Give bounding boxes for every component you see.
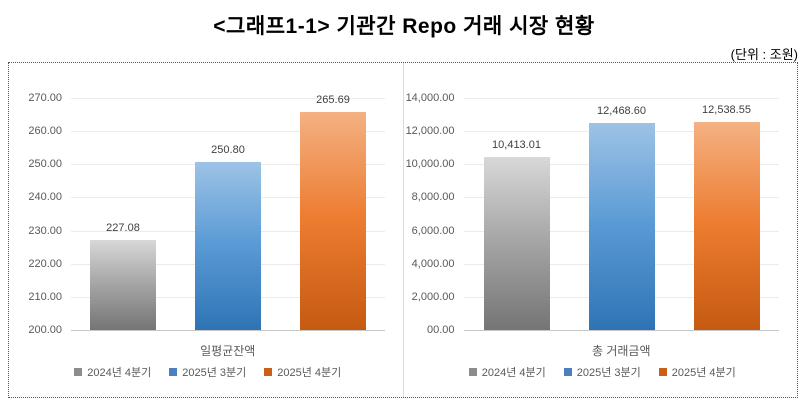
plot-area: 270.00 260.00 250.00 240.00 230.00 220.00 210.… — [28, 92, 385, 336]
legend-label: 2025년 3분기 — [576, 367, 641, 379]
legend-item: 2025년 4분기 — [264, 364, 341, 380]
legend-marker-icon — [264, 368, 273, 376]
bar-value-label: 265.69 — [316, 94, 350, 107]
x-category-label: 일평균잔액 — [200, 344, 256, 358]
legend-marker-icon — [74, 368, 83, 376]
chart-panel-total-transaction-amount: 14,000.00 12,000.00 10,000.00 8,000.00 6,000… — [402, 63, 798, 397]
bar-value-label: 227.08 — [106, 222, 140, 235]
legend-marker-icon — [658, 368, 667, 376]
bar — [483, 157, 550, 330]
x-axis-line — [463, 330, 779, 331]
unit-label: (단위 : 조원) — [730, 47, 798, 62]
bar-value-label: 12,538.55 — [702, 104, 751, 117]
legend-marker-icon — [468, 368, 477, 376]
y-axis-tick-label: 250.00 — [28, 158, 62, 171]
y-axis-tick-label: 4,000.00 — [411, 257, 455, 270]
y-axis-tick-label: 2,000.00 — [411, 290, 455, 303]
figure-title: <그래프1-1> 기관간 Repo 거래 시장 현황 — [213, 15, 595, 38]
y-axis-tick-label: 220.00 — [28, 257, 62, 270]
bar — [90, 240, 156, 330]
legend: 2024년 4분기 2025년 3분기 2025년 4분기 — [29, 364, 387, 380]
bar-value-label: 10,413.01 — [492, 139, 541, 152]
legend-label: 2024년 4분기 — [481, 367, 546, 379]
y-axis-tick-label: 00.00 — [426, 324, 455, 336]
y-axis-tick-label: 10,000.00 — [405, 158, 455, 171]
legend-item: 2024년 4분기 — [468, 364, 546, 380]
bar — [588, 123, 655, 330]
plot-area: 14,000.00 12,000.00 10,000.00 8,000.00 6,000… — [406, 92, 779, 336]
gridline — [71, 131, 385, 133]
x-axis-line — [71, 330, 385, 331]
y-axis-tick-label: 240.00 — [28, 191, 62, 204]
chart-board: 270.00 260.00 250.00 240.00 230.00 220.00 210.… — [8, 62, 798, 398]
legend-label: 2025년 4분기 — [671, 367, 736, 379]
y-axis-tick-label: 270.00 — [28, 92, 62, 104]
legend-item: 2025년 3분기 — [563, 364, 641, 380]
legend-label: 2024년 4분기 — [87, 367, 152, 379]
y-axis-tick-label: 230.00 — [28, 224, 62, 237]
bar — [195, 161, 261, 330]
legend-item: 2025년 4분기 — [658, 364, 736, 380]
legend-label: 2025년 3분기 — [182, 367, 247, 379]
bar — [300, 112, 366, 330]
y-axis-tick-label: 14,000.00 — [405, 92, 455, 104]
y-axis-tick-label: 8,000.00 — [411, 191, 455, 204]
gridline — [71, 98, 385, 99]
bar-value-label: 12,468.60 — [597, 105, 646, 118]
legend-label: 2025년 4분기 — [277, 367, 342, 379]
chart-panel-daily-average-balance: 270.00 260.00 250.00 240.00 230.00 220.00 210.… — [9, 63, 403, 397]
y-axis-tick-label: 260.00 — [28, 125, 62, 138]
legend-item: 2025년 3분기 — [169, 364, 246, 380]
x-category-label: 총 거래금액 — [591, 344, 651, 358]
legend: 2024년 4분기 2025년 3분기 2025년 4분기 — [424, 364, 782, 380]
bar — [693, 122, 760, 330]
legend-marker-icon — [563, 368, 572, 376]
legend-item: 2024년 4분기 — [74, 364, 151, 380]
y-axis-tick-label: 6,000.00 — [411, 224, 455, 237]
y-axis-tick-label: 200.00 — [28, 324, 62, 336]
y-axis-tick-label: 210.00 — [28, 290, 62, 303]
gridline — [463, 98, 779, 99]
y-axis-tick-label: 12,000.00 — [405, 125, 455, 138]
bar-value-label: 250.80 — [211, 143, 245, 156]
legend-marker-icon — [169, 368, 178, 376]
